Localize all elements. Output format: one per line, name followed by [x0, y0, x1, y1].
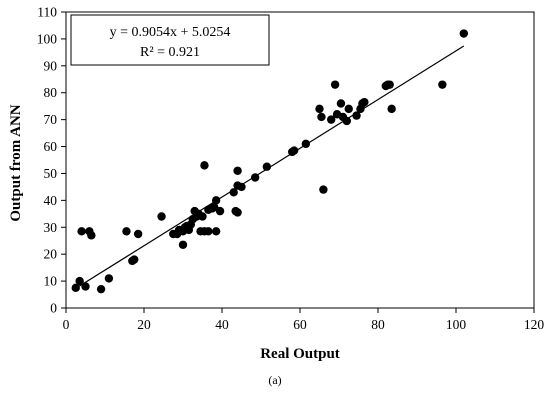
y-tick-label: 60 — [44, 139, 58, 154]
y-tick-label: 110 — [37, 5, 57, 20]
data-point — [211, 227, 221, 236]
x-tick-label: 40 — [215, 317, 229, 332]
data-point — [319, 185, 328, 194]
y-tick-label: 40 — [44, 193, 58, 208]
x-axis-title: Real Output — [260, 346, 340, 362]
plot-frame — [65, 11, 535, 309]
y-tick-label: 30 — [44, 220, 58, 235]
x-tick-label: 0 — [63, 317, 70, 332]
data-point — [327, 115, 336, 124]
data-point — [385, 80, 394, 89]
data-point — [75, 276, 84, 286]
data-point — [77, 227, 86, 236]
x-tick-label: 120 — [524, 317, 545, 332]
axes-group — [65, 11, 535, 309]
y-tick-label: 100 — [37, 31, 58, 46]
data-point — [215, 206, 225, 216]
equation-text: y = 0.9054x + 5.0254 — [110, 25, 231, 40]
tick-group: 0 20 40 60 80 100 120 0 10 20 30 40 50 60 70 80 90 100 110 — [37, 5, 545, 333]
data-point — [336, 99, 346, 108]
points-group — [71, 29, 468, 294]
data-point — [289, 146, 299, 155]
data-point — [133, 229, 143, 239]
y-tick-label: 20 — [44, 247, 58, 262]
data-point — [211, 196, 221, 205]
y-tick-label: 50 — [44, 166, 58, 181]
data-point — [360, 97, 369, 107]
r-squared-text: R² = 0.921 — [140, 45, 200, 60]
y-axis-title: Output from ANN — [8, 104, 24, 221]
data-point — [104, 274, 114, 283]
data-point — [200, 161, 209, 170]
data-point — [81, 282, 90, 291]
x-tick-label: 100 — [446, 317, 467, 332]
data-point — [157, 212, 166, 221]
data-point — [122, 227, 131, 236]
x-tick-label: 60 — [293, 317, 307, 332]
data-point — [459, 29, 468, 38]
data-point — [210, 202, 219, 212]
data-point — [237, 182, 246, 192]
data-point — [344, 104, 353, 114]
y-tick-label: 90 — [44, 58, 58, 73]
data-point — [301, 139, 311, 149]
data-point — [250, 173, 260, 182]
data-point — [352, 111, 361, 120]
x-tick-label: 80 — [371, 317, 385, 332]
data-point — [330, 80, 340, 89]
y-tick-label: 0 — [50, 301, 57, 316]
data-point — [96, 284, 106, 294]
data-point — [87, 231, 96, 240]
y-tick-label: 70 — [44, 112, 58, 127]
data-point — [315, 104, 324, 114]
y-tick-label: 10 — [44, 274, 58, 289]
figure-caption: (a) — [268, 373, 281, 387]
x-tick-label: 20 — [137, 317, 151, 332]
data-point — [198, 212, 207, 221]
data-point — [342, 116, 351, 126]
data-point — [71, 283, 80, 293]
data-point — [204, 227, 213, 236]
data-point — [387, 104, 396, 114]
data-point — [233, 166, 242, 175]
y-tick-label: 80 — [44, 85, 58, 100]
data-point — [178, 240, 188, 249]
equation-box — [70, 14, 270, 66]
data-point — [130, 255, 139, 264]
data-point — [438, 80, 447, 89]
data-point — [229, 188, 238, 197]
data-point — [233, 208, 242, 217]
data-point — [262, 162, 272, 171]
data-point — [317, 112, 326, 122]
